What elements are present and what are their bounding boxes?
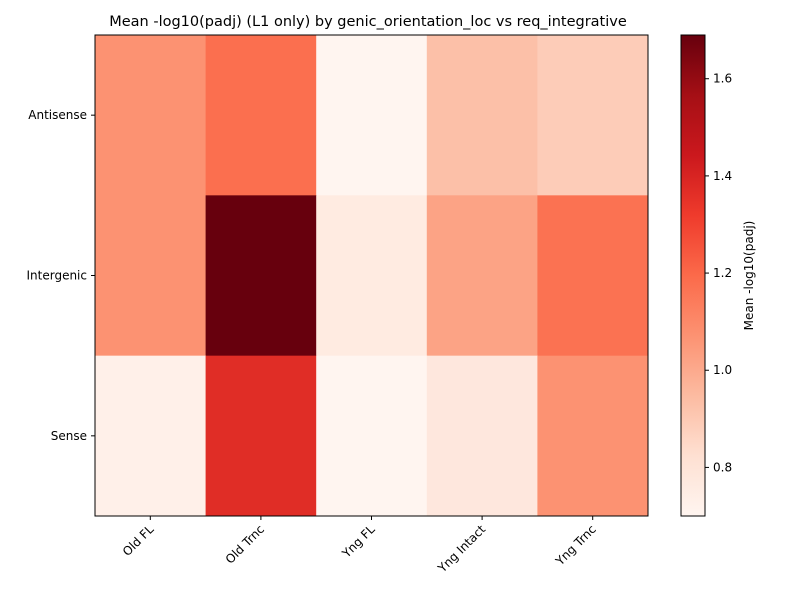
heatmap-cell	[316, 355, 428, 517]
heatmap-cell	[426, 355, 538, 517]
y-tick-label: Antisense	[28, 108, 87, 122]
x-tick-label: Old Trnc	[223, 522, 267, 566]
colorbar-label: Mean -log10(padj)	[742, 221, 756, 331]
heatmap-cell	[426, 195, 538, 357]
y-tick-label: Intergenic	[27, 269, 88, 283]
heatmap-cell	[537, 195, 649, 357]
x-tick-label: Old FL	[120, 522, 157, 559]
heatmap-cell	[537, 35, 649, 196]
y-axis-ticks: Antisense Intergenic Sense	[27, 108, 95, 443]
x-tick-label: Yng FL	[339, 522, 378, 561]
colorbar-tick-label: 1.4	[713, 169, 732, 183]
heatmap-cell	[205, 195, 317, 357]
colorbar-ticks: 0.8 1.0 1.2 1.4 1.6	[705, 72, 732, 474]
heatmap-cells	[95, 35, 649, 517]
chart-title: Mean -log10(padj) (L1 only) by genic_ori…	[109, 14, 627, 30]
colorbar-tick-label: 0.8	[713, 460, 732, 474]
x-tick-label: Yng Intact	[435, 522, 489, 576]
heatmap-cell	[95, 35, 207, 196]
x-axis-ticks: Old FL Old Trnc Yng FL Yng Intact Yng Trnc	[120, 516, 599, 576]
heatmap-cell	[316, 195, 428, 357]
heatmap-cell	[426, 35, 538, 196]
colorbar-tick-label: 1.2	[713, 266, 732, 280]
x-tick-label: Yng Trnc	[552, 522, 599, 569]
heatmap-cell	[537, 355, 649, 517]
heatmap-cell	[95, 195, 207, 357]
heatmap-cell	[205, 355, 317, 517]
colorbar	[680, 34, 706, 517]
heatmap-cell	[95, 355, 207, 517]
y-tick-label: Sense	[51, 429, 87, 443]
heatmap-cell	[205, 35, 317, 196]
heatmap-cell	[316, 35, 428, 196]
colorbar-tick-label: 1.0	[713, 363, 732, 377]
colorbar-tick-label: 1.6	[713, 72, 732, 86]
